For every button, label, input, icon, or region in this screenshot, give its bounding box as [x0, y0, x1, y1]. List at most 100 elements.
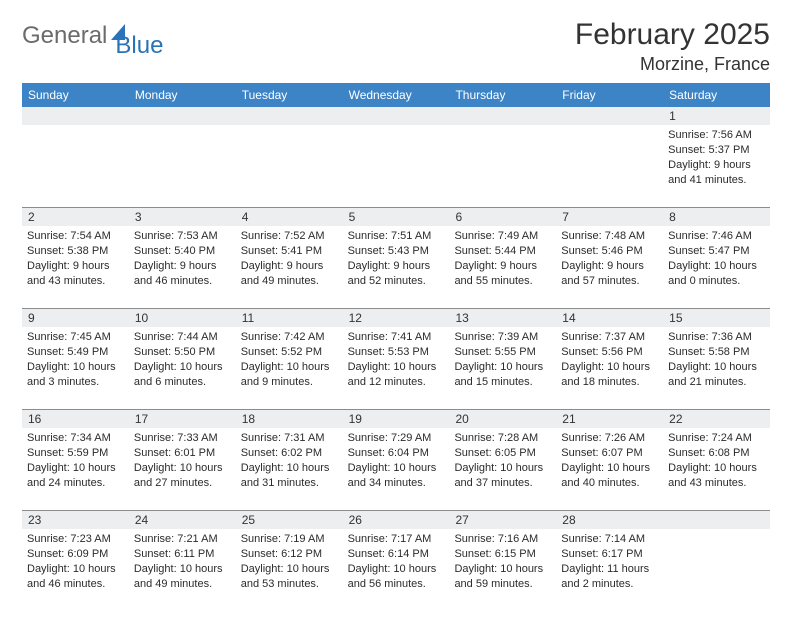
day-cell: Sunrise: 7:51 AMSunset: 5:43 PMDaylight:…: [343, 226, 450, 308]
day-number: 3: [129, 208, 236, 226]
day-cell-line: Sunset: 6:02 PM: [241, 446, 338, 461]
day-cell-line: Sunrise: 7:28 AM: [454, 431, 551, 446]
day-cell: [449, 125, 556, 207]
month-title: February 2025: [575, 18, 770, 52]
day-number: 1: [663, 107, 770, 125]
day-number: 6: [449, 208, 556, 226]
day-number: 13: [449, 309, 556, 327]
weekday-wed: Wednesday: [343, 83, 450, 107]
day-cell-line: Daylight: 10 hours and 6 minutes.: [134, 360, 231, 390]
day-cell-line: Sunset: 5:47 PM: [668, 244, 765, 259]
day-cell: Sunrise: 7:19 AMSunset: 6:12 PMDaylight:…: [236, 529, 343, 611]
day-cell-line: Sunrise: 7:52 AM: [241, 229, 338, 244]
day-number: 24: [129, 511, 236, 529]
day-number: 12: [343, 309, 450, 327]
day-cell: Sunrise: 7:54 AMSunset: 5:38 PMDaylight:…: [22, 226, 129, 308]
weekday-mon: Monday: [129, 83, 236, 107]
day-cell-line: Sunrise: 7:48 AM: [561, 229, 658, 244]
day-number: 7: [556, 208, 663, 226]
day-cell-line: Sunset: 5:43 PM: [348, 244, 445, 259]
day-cell: [22, 125, 129, 207]
day-number: 14: [556, 309, 663, 327]
day-cell-line: Sunrise: 7:14 AM: [561, 532, 658, 547]
day-cell: Sunrise: 7:17 AMSunset: 6:14 PMDaylight:…: [343, 529, 450, 611]
day-cell-line: Sunrise: 7:34 AM: [27, 431, 124, 446]
day-cell-line: Daylight: 9 hours and 49 minutes.: [241, 259, 338, 289]
day-number: 23: [22, 511, 129, 529]
day-cell: Sunrise: 7:49 AMSunset: 5:44 PMDaylight:…: [449, 226, 556, 308]
day-cell-line: Sunset: 6:05 PM: [454, 446, 551, 461]
weekday-thu: Thursday: [449, 83, 556, 107]
day-cell-line: Sunrise: 7:17 AM: [348, 532, 445, 547]
day-cell: [663, 529, 770, 611]
day-cell: Sunrise: 7:36 AMSunset: 5:58 PMDaylight:…: [663, 327, 770, 409]
brand-logo: General Blue: [22, 18, 163, 50]
day-cell: Sunrise: 7:23 AMSunset: 6:09 PMDaylight:…: [22, 529, 129, 611]
day-cell-line: Sunrise: 7:42 AM: [241, 330, 338, 345]
day-number: 27: [449, 511, 556, 529]
day-cell-line: Sunrise: 7:33 AM: [134, 431, 231, 446]
day-cell-line: Sunset: 5:38 PM: [27, 244, 124, 259]
day-cell-line: Sunset: 5:49 PM: [27, 345, 124, 360]
day-cell: Sunrise: 7:31 AMSunset: 6:02 PMDaylight:…: [236, 428, 343, 510]
day-cell-line: Sunset: 5:52 PM: [241, 345, 338, 360]
brand-text-blue: Blue: [115, 32, 163, 60]
day-number: 21: [556, 410, 663, 428]
day-cell-line: Sunset: 5:53 PM: [348, 345, 445, 360]
day-number: [556, 107, 663, 125]
day-cell: Sunrise: 7:29 AMSunset: 6:04 PMDaylight:…: [343, 428, 450, 510]
day-cell: Sunrise: 7:41 AMSunset: 5:53 PMDaylight:…: [343, 327, 450, 409]
day-cell-line: Daylight: 10 hours and 49 minutes.: [134, 562, 231, 592]
day-cell-line: Sunset: 5:58 PM: [668, 345, 765, 360]
day-cell-line: Sunset: 5:44 PM: [454, 244, 551, 259]
day-cell-line: Sunrise: 7:36 AM: [668, 330, 765, 345]
day-cell: Sunrise: 7:46 AMSunset: 5:47 PMDaylight:…: [663, 226, 770, 308]
day-cell-line: Daylight: 10 hours and 27 minutes.: [134, 461, 231, 491]
daynum-row: 232425262728: [22, 510, 770, 529]
daynum-row: 2345678: [22, 207, 770, 226]
day-number: [663, 511, 770, 529]
day-cell-line: Daylight: 9 hours and 41 minutes.: [668, 158, 765, 188]
day-cell-line: Sunrise: 7:54 AM: [27, 229, 124, 244]
day-cell-line: Sunrise: 7:53 AM: [134, 229, 231, 244]
day-cell-line: Daylight: 10 hours and 53 minutes.: [241, 562, 338, 592]
day-cell-line: Daylight: 10 hours and 37 minutes.: [454, 461, 551, 491]
day-cell-line: Daylight: 9 hours and 46 minutes.: [134, 259, 231, 289]
day-cell-line: Daylight: 10 hours and 0 minutes.: [668, 259, 765, 289]
calendar-page: General Blue February 2025 Morzine, Fran…: [0, 0, 792, 621]
day-number: [449, 107, 556, 125]
day-number: 2: [22, 208, 129, 226]
day-cell-line: Sunset: 6:04 PM: [348, 446, 445, 461]
day-cell-line: Sunset: 5:59 PM: [27, 446, 124, 461]
day-cell-line: Daylight: 9 hours and 43 minutes.: [27, 259, 124, 289]
day-cell: Sunrise: 7:26 AMSunset: 6:07 PMDaylight:…: [556, 428, 663, 510]
day-cell-line: Daylight: 10 hours and 56 minutes.: [348, 562, 445, 592]
day-cell-line: Daylight: 10 hours and 31 minutes.: [241, 461, 338, 491]
week-row: Sunrise: 7:23 AMSunset: 6:09 PMDaylight:…: [22, 529, 770, 611]
calendar-grid: 1Sunrise: 7:56 AMSunset: 5:37 PMDaylight…: [22, 107, 770, 611]
week-row: Sunrise: 7:56 AMSunset: 5:37 PMDaylight:…: [22, 125, 770, 207]
day-number: 17: [129, 410, 236, 428]
day-number: 4: [236, 208, 343, 226]
day-cell: Sunrise: 7:21 AMSunset: 6:11 PMDaylight:…: [129, 529, 236, 611]
day-cell-line: Sunset: 6:15 PM: [454, 547, 551, 562]
weekday-sun: Sunday: [22, 83, 129, 107]
week-row: Sunrise: 7:54 AMSunset: 5:38 PMDaylight:…: [22, 226, 770, 308]
day-cell: Sunrise: 7:24 AMSunset: 6:08 PMDaylight:…: [663, 428, 770, 510]
day-cell-line: Sunset: 6:11 PM: [134, 547, 231, 562]
day-cell: Sunrise: 7:56 AMSunset: 5:37 PMDaylight:…: [663, 125, 770, 207]
day-cell: Sunrise: 7:45 AMSunset: 5:49 PMDaylight:…: [22, 327, 129, 409]
weekday-tue: Tuesday: [236, 83, 343, 107]
day-cell-line: Sunset: 6:14 PM: [348, 547, 445, 562]
week-row: Sunrise: 7:34 AMSunset: 5:59 PM Daylight:…: [22, 428, 770, 510]
day-cell-line: Sunset: 6:12 PM: [241, 547, 338, 562]
location-label: Morzine, France: [575, 54, 770, 75]
day-number: [236, 107, 343, 125]
day-cell: Sunrise: 7:42 AMSunset: 5:52 PMDaylight:…: [236, 327, 343, 409]
day-cell-line: Daylight: 10 hours and 21 minutes.: [668, 360, 765, 390]
day-cell-line: Sunrise: 7:45 AM: [27, 330, 124, 345]
title-block: February 2025 Morzine, France: [575, 18, 770, 75]
weekday-sat: Saturday: [663, 83, 770, 107]
day-cell-line: Daylight: 10 hours and 9 minutes.: [241, 360, 338, 390]
daynum-row: 1: [22, 107, 770, 125]
